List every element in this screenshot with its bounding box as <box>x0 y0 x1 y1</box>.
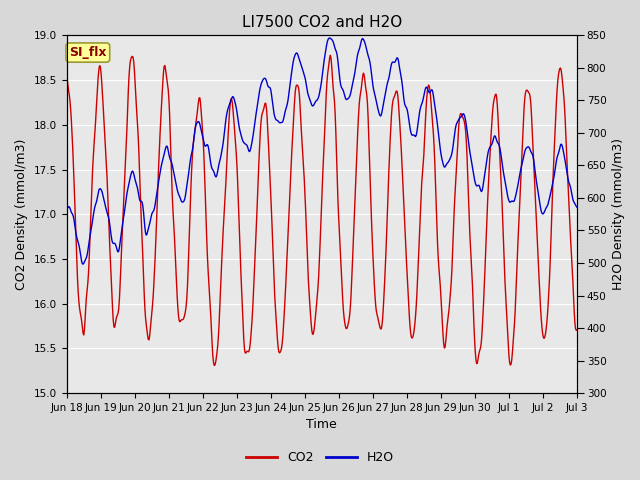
CO2 <box>134 129 142 135</box>
H2O <box>326 35 333 41</box>
Legend: CO2, H2O: CO2, H2O <box>241 446 399 469</box>
Y-axis label: H2O Density (mmol/m3): H2O Density (mmol/m3) <box>612 138 625 290</box>
Line: H2O: H2O <box>67 38 577 264</box>
H2O <box>65 204 72 210</box>
Y-axis label: CO2 Density (mmol/m3): CO2 Density (mmol/m3) <box>15 139 28 290</box>
CO2 <box>443 330 451 336</box>
H2O <box>135 192 143 198</box>
Text: SI_flx: SI_flx <box>69 46 107 59</box>
H2O <box>430 97 438 103</box>
H2O <box>300 72 308 78</box>
Title: LI7500 CO2 and H2O: LI7500 CO2 and H2O <box>242 15 402 30</box>
X-axis label: Time: Time <box>307 419 337 432</box>
H2O <box>281 109 289 115</box>
CO2 <box>300 176 308 181</box>
CO2 <box>65 88 72 94</box>
Line: CO2: CO2 <box>67 55 577 365</box>
CO2 <box>326 52 334 58</box>
CO2 <box>211 362 218 368</box>
CO2 <box>281 297 289 303</box>
H2O <box>443 161 451 167</box>
H2O <box>63 206 70 212</box>
H2O <box>79 261 87 267</box>
CO2 <box>573 327 581 333</box>
CO2 <box>63 72 70 78</box>
H2O <box>573 204 581 210</box>
CO2 <box>430 143 438 149</box>
